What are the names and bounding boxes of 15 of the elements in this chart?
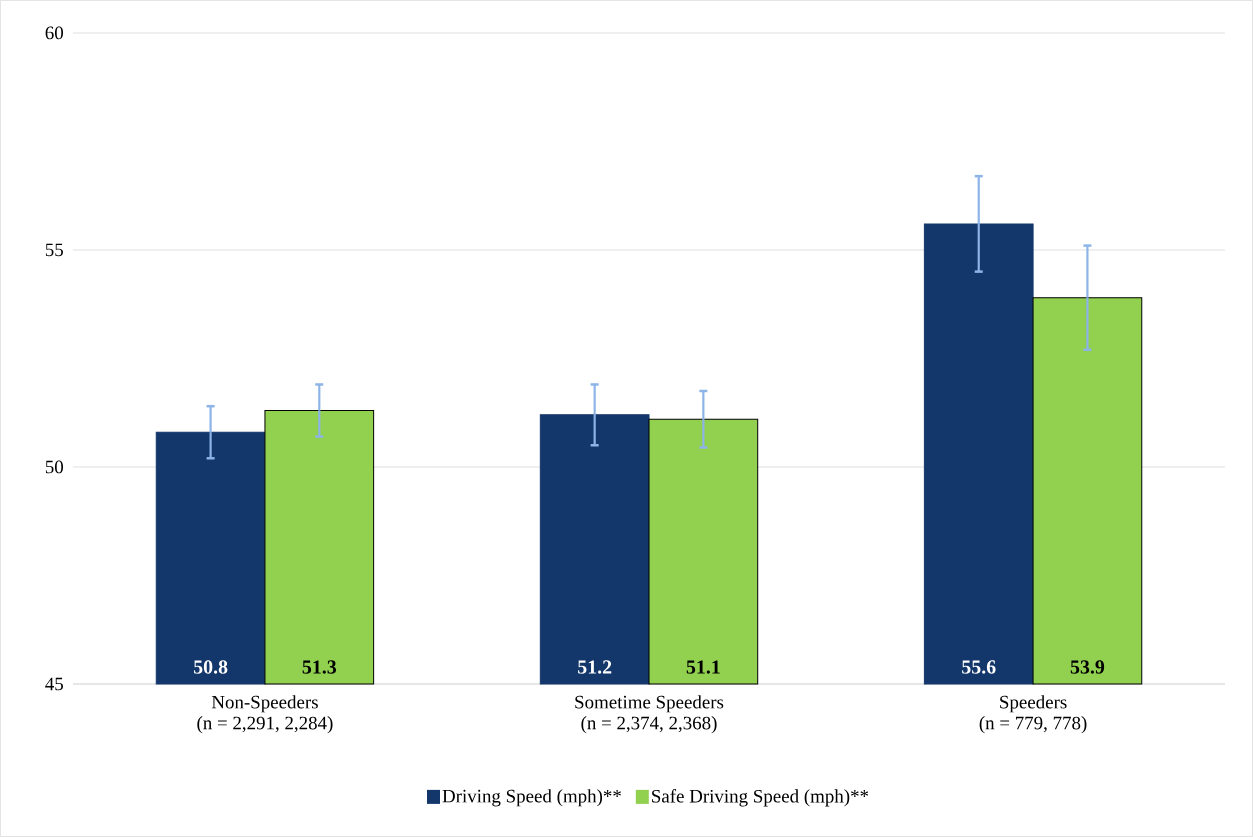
data-label: 51.3: [302, 660, 337, 674]
x-tick-label: Sometime Speeders (n = 2,374, 2,368): [575, 695, 724, 734]
data-label: 50.8: [193, 660, 228, 674]
legend-label: Driving Speed (mph)**: [442, 789, 621, 807]
data-label: 53.9: [1070, 660, 1105, 674]
legend-label: Safe Driving Speed (mph)**: [652, 789, 869, 807]
data-label: 51.2: [578, 660, 612, 674]
y-tick-label: 45: [45, 677, 63, 691]
x-tick-label: Non-Speeders (n = 2,291, 2,284): [197, 695, 333, 734]
y-tick-label: 50: [45, 460, 64, 474]
data-label: 55.6: [962, 660, 996, 674]
y-tick-label: 55: [45, 243, 63, 257]
data-label: 51.1: [686, 660, 720, 674]
x-tick-label: Speeders (n = 779, 778): [979, 695, 1087, 734]
y-tick-label: 60: [45, 26, 64, 40]
